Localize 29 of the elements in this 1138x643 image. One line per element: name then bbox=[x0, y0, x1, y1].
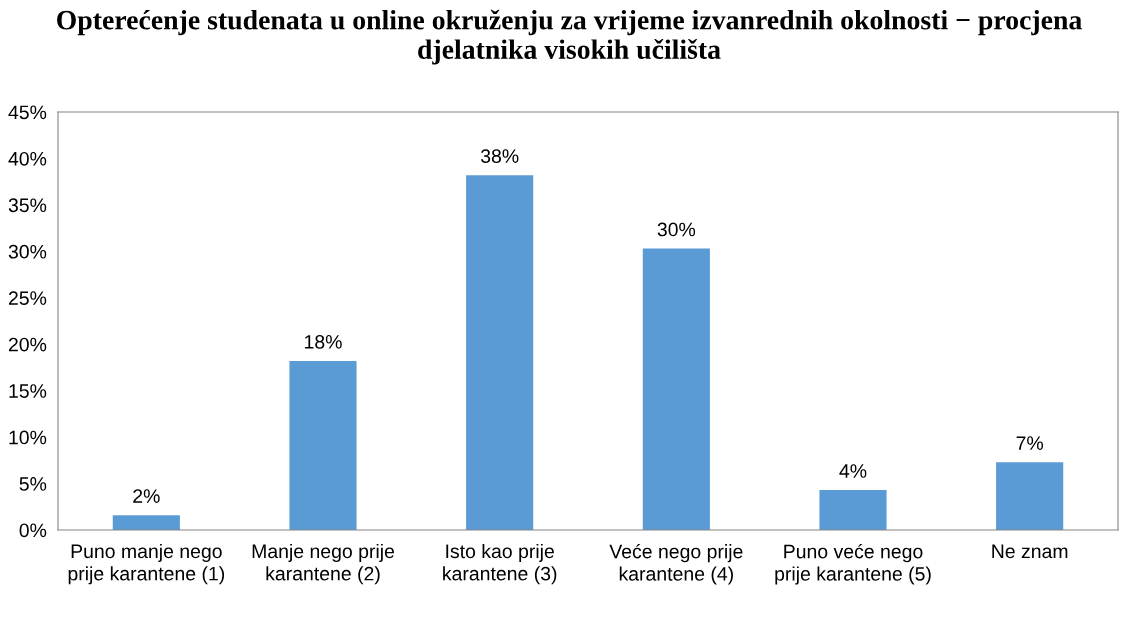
y-tick-label: 5% bbox=[19, 477, 47, 491]
data-label: 4% bbox=[839, 464, 867, 478]
y-tick-label: 15% bbox=[9, 384, 47, 398]
data-label: 38% bbox=[480, 149, 519, 163]
bar bbox=[642, 248, 710, 530]
data-label: 2% bbox=[133, 489, 160, 503]
y-tick-label: 0% bbox=[19, 523, 47, 538]
x-tick-label: Ne znam bbox=[992, 544, 1068, 559]
y-tick-label: 20% bbox=[8, 337, 47, 352]
y-tick-label: 30% bbox=[8, 244, 47, 259]
bar bbox=[819, 490, 887, 530]
bar bbox=[112, 515, 180, 530]
y-tick-label: 35% bbox=[8, 198, 47, 213]
x-tick-label: Puno veće nego prije karantene (5) bbox=[775, 543, 931, 585]
x-tick-label: Veće nego prije karantene (4) bbox=[609, 543, 743, 585]
x-tick-label: Manje nego prije karantene (2) bbox=[252, 543, 395, 585]
data-label: 7% bbox=[1016, 436, 1044, 450]
y-tick-label: 45% bbox=[8, 105, 47, 120]
bar bbox=[466, 175, 534, 530]
chart-title: Opterećenje studenata u online okruženju za vrijeme izvanrednih okolnosti − procjena djelatnika visokih učilišta bbox=[57, 9, 1082, 65]
y-tick-label: 25% bbox=[8, 291, 47, 306]
data-label: 30% bbox=[657, 222, 696, 237]
x-tick-label: Isto kao prije karantene (3) bbox=[443, 543, 557, 585]
data-label: 18% bbox=[305, 335, 342, 349]
bar bbox=[289, 360, 357, 530]
bar bbox=[996, 462, 1064, 530]
x-tick-label: Puno manje nego prije karantene (1) bbox=[68, 543, 225, 585]
y-tick-label: 10% bbox=[9, 430, 47, 445]
y-tick-label: 40% bbox=[8, 151, 47, 166]
